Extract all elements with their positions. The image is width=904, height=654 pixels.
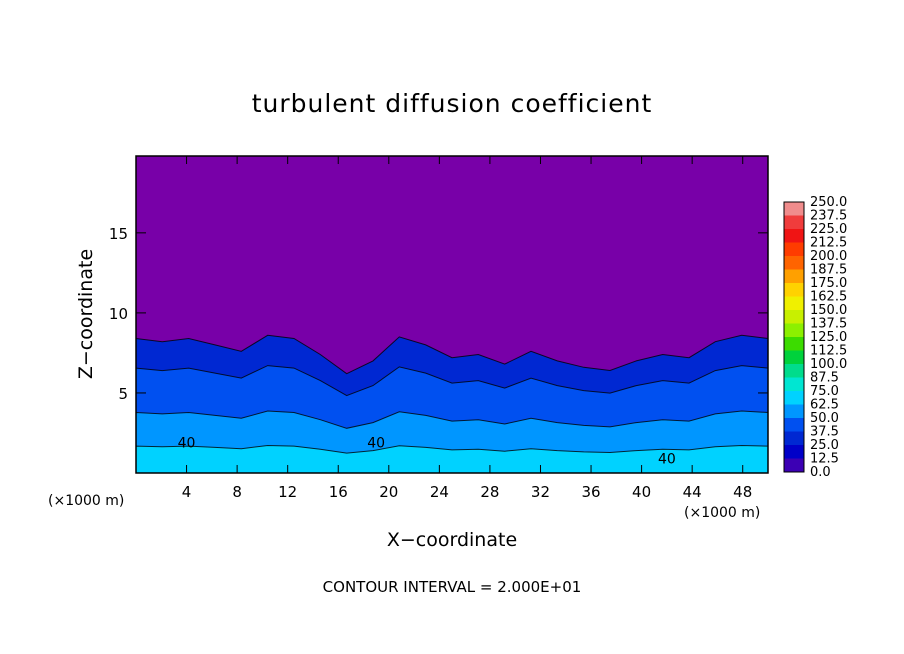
colorbar-tick-label: 0.0: [810, 465, 831, 480]
colorbar-tick-label: 250.0: [810, 195, 847, 210]
x-tick-label: 8: [232, 483, 242, 501]
y-tick-label: 15: [109, 225, 128, 243]
x-tick-label: 32: [531, 483, 550, 501]
colorbar-frame: [783, 201, 805, 473]
colorbar-swatch: [784, 323, 804, 337]
colorbar-tick-label: 200.0: [810, 249, 847, 264]
colorbar-tick-label: 225.0: [810, 222, 847, 237]
colorbar-swatch: [784, 431, 804, 445]
colorbar-swatch: [784, 350, 804, 364]
colorbar-swatch: [784, 256, 804, 270]
x-tick-label: 44: [683, 483, 702, 501]
chart-title: turbulent diffusion coefficient: [252, 89, 653, 118]
colorbar-swatch: [784, 283, 804, 297]
x-tick-label: 48: [733, 483, 752, 501]
contour-interval-footer: CONTOUR INTERVAL = 2.000E+01: [323, 578, 582, 596]
colorbar-tick-label: 62.5: [810, 398, 839, 413]
colorbar-tick-label: 37.5: [810, 425, 839, 440]
colorbar-tick-label: 12.5: [810, 452, 839, 467]
x-unit-right: (×1000 m): [684, 505, 760, 521]
colorbar-swatch: [784, 377, 804, 391]
x-tick-label: 20: [379, 483, 398, 501]
colorbar-tick-label: 162.5: [810, 290, 847, 305]
x-tick-label: 4: [182, 483, 192, 501]
colorbar-swatch: [784, 364, 804, 378]
colorbar-swatch: [784, 337, 804, 351]
colorbar-swatch: [784, 418, 804, 432]
contour-label: 40: [178, 435, 196, 451]
colorbar-swatch: [784, 445, 804, 459]
colorbar-swatch: [784, 458, 804, 472]
x-axis-label: X−coordinate: [387, 529, 517, 551]
colorbar-tick-label: 50.0: [810, 411, 839, 426]
x-tick-label: 24: [430, 483, 449, 501]
colorbar-tick-label: 237.5: [810, 209, 847, 224]
colorbar-swatch: [784, 269, 804, 283]
colorbar-tick-label: 87.5: [810, 371, 839, 386]
colorbar-tick-label: 112.5: [810, 344, 847, 359]
plot-area: 40 40 40: [135, 155, 769, 474]
x-tick-label: 28: [480, 483, 499, 501]
contour-label: 40: [658, 451, 676, 467]
colorbar-swatch: [784, 215, 804, 229]
colorbar-swatch: [784, 404, 804, 418]
colorbar-tick-label: 150.0: [810, 303, 847, 318]
colorbar-swatch: [784, 229, 804, 243]
colorbar-swatch: [784, 242, 804, 256]
colorbar: 250.0237.5225.0212.5200.0187.5175.0162.5…: [783, 195, 847, 480]
colorbar-tick-label: 175.0: [810, 276, 847, 291]
x-tick-label: 12: [278, 483, 297, 501]
colorbar-tick-label: 137.5: [810, 317, 847, 332]
contour-label: 40: [367, 435, 385, 451]
colorbar-swatch: [784, 202, 804, 216]
y-axis-label: Z−coordinate: [75, 249, 97, 379]
colorbar-tick-label: 25.0: [810, 438, 839, 453]
x-tick-label: 36: [581, 483, 600, 501]
x-tick-label: 40: [632, 483, 651, 501]
y-tick-label: 5: [118, 385, 128, 403]
colorbar-swatch: [784, 296, 804, 310]
colorbar-tick-label: 187.5: [810, 263, 847, 278]
y-tick-label: 10: [109, 305, 128, 323]
x-unit-left: (×1000 m): [48, 493, 124, 509]
x-tick-label: 16: [329, 483, 348, 501]
colorbar-tick-label: 75.0: [810, 384, 839, 399]
plot-frame: [135, 155, 769, 474]
colorbar-swatch: [784, 391, 804, 405]
colorbar-tick-label: 125.0: [810, 330, 847, 345]
colorbar-tick-label: 100.0: [810, 357, 847, 372]
colorbar-swatch: [784, 310, 804, 324]
colorbar-tick-label: 212.5: [810, 236, 847, 251]
turbulent-layer-band-peak: [135, 444, 769, 474]
